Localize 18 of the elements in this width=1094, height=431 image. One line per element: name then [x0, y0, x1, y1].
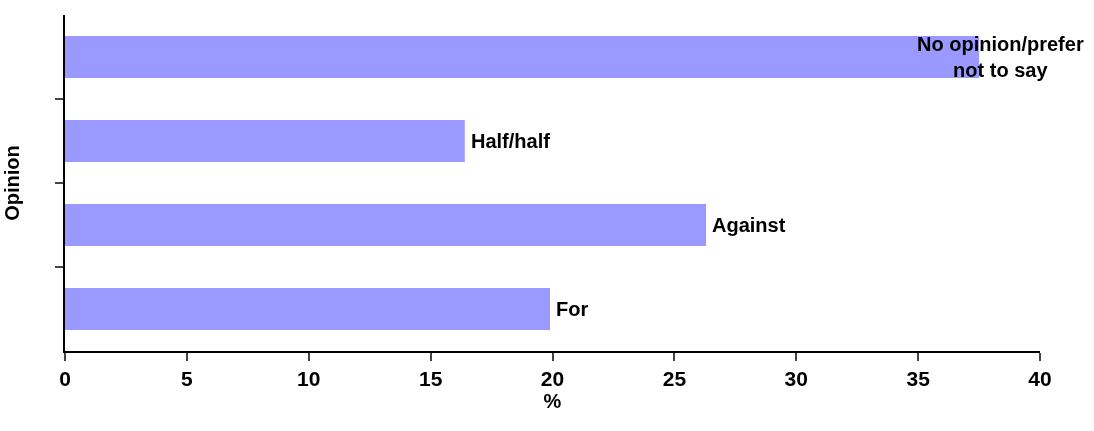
- y-tick-label: For: [556, 298, 589, 320]
- bar: [65, 204, 707, 246]
- y-tick-label: Against: [712, 214, 786, 236]
- x-tick-label: 20: [540, 367, 565, 391]
- x-tick-label: 30: [784, 367, 808, 391]
- bar: [65, 120, 465, 162]
- x-tick-label: 35: [906, 367, 931, 391]
- x-tick-label: 5: [181, 367, 194, 391]
- x-tick-label: 15: [418, 367, 443, 391]
- x-tick-label: 10: [297, 367, 321, 391]
- x-tick-label: 40: [1028, 367, 1052, 391]
- y-tick-label: Half/half: [471, 130, 551, 152]
- bar: [65, 288, 551, 330]
- x-tick-label: 0: [59, 367, 71, 391]
- y-tick-label: No opinion/prefer not to say: [917, 33, 1084, 81]
- x-axis-title: %: [543, 390, 562, 413]
- x-tick-label: 25: [662, 367, 687, 391]
- y-axis-title: Opinion: [1, 145, 23, 221]
